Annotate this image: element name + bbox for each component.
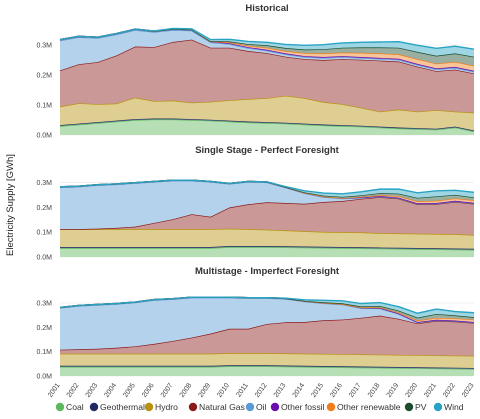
line-wind	[59, 27, 475, 50]
legend-marker-oil	[245, 402, 255, 412]
area-coal	[60, 247, 474, 257]
x-tick-label: 2023	[461, 382, 476, 399]
x-tick-label: 2022	[442, 382, 457, 399]
legend-marker-geothermal	[89, 402, 99, 412]
y-tick-label: 0.1M	[36, 230, 52, 237]
area-coal	[60, 119, 474, 135]
legend-label-geothermal: Geothermal	[100, 402, 145, 412]
legend-marker-other-fossil	[270, 402, 280, 412]
legend-marker-pv	[404, 402, 414, 412]
legend-label-other-renewable: Other renewable	[337, 402, 401, 412]
x-tick-label: 2007	[160, 382, 175, 399]
x-axis: 2001 2002 2003 2004 2005 2006 2007 2008 2009 2010…	[47, 382, 476, 399]
x-tick-label: 2012	[254, 382, 269, 399]
legend-marker-wind	[433, 402, 443, 412]
panel-title: Multistage - Imperfect Foresight	[195, 266, 340, 277]
y-tick-label: 0.3M	[36, 180, 52, 187]
area-other-renewable	[60, 29, 474, 71]
x-tick-label: 2006	[141, 382, 156, 399]
legend-label-wind: Wind	[444, 402, 464, 412]
y-tick-label: 0.3M	[36, 301, 52, 308]
line-wind	[59, 296, 475, 314]
legend-label-oil: Oil	[256, 402, 267, 412]
y-tick-label: 0.2M	[36, 205, 52, 212]
x-tick-label: 2017	[348, 382, 363, 399]
y-tick-label: 0.2M	[36, 325, 52, 332]
area-wind	[60, 180, 474, 198]
y-tick-label: 0.0M	[36, 374, 52, 381]
x-tick-label: 2020	[405, 382, 420, 399]
area-hydro	[60, 353, 474, 368]
legend-marker-other-renewable	[326, 402, 336, 412]
x-tick-label: 2011	[235, 382, 249, 398]
x-tick-label: 2001	[47, 382, 62, 399]
x-tick-label: 2018	[367, 382, 382, 399]
x-tick-label: 2002	[66, 382, 81, 399]
y-tick-label: 0.0M	[36, 133, 52, 140]
area-natural-gas	[60, 315, 474, 356]
x-tick-label: 2004	[103, 382, 118, 399]
y-axis-label: Electricity Supply [GWh]	[5, 154, 16, 256]
y-tick-label: 0.1M	[36, 349, 52, 356]
x-tick-label: 2013	[273, 382, 288, 399]
area-other-renewable	[60, 297, 474, 322]
panel-single-stage-perfect-foresight: Single Stage - Perfect Foresight 0.0M 0.1M…	[36, 145, 475, 262]
x-tick-label: 2016	[329, 382, 344, 399]
panel-multistage-imperfect-foresight: Multistage - Imperfect Foresight 0.0M 0.1M…	[36, 266, 475, 381]
x-tick-label: 2021	[423, 382, 438, 399]
y-tick-label: 0.2M	[36, 73, 52, 80]
y-tick-label: 0.1M	[36, 103, 52, 110]
area-oil	[60, 297, 474, 350]
x-tick-label: 2005	[122, 382, 137, 399]
legend-label-natural-gas: Natural Gas	[199, 402, 245, 412]
legend: Coal Geothermal Hydro Natural Gas Oil Other f…	[55, 402, 464, 412]
area-hydro	[60, 95, 474, 131]
panel-title: Historical	[245, 3, 288, 14]
panel-historical: Historical 0.0M 0.1M 0.2M 0.3M	[36, 3, 475, 140]
x-tick-label: 2010	[216, 382, 231, 399]
legend-label-pv: PV	[415, 402, 427, 412]
area-hydro	[60, 228, 474, 249]
legend-label-hydro: Hydro	[155, 402, 178, 412]
legend-marker-coal	[55, 402, 65, 412]
area-oil	[60, 30, 474, 74]
area-oil	[60, 180, 474, 230]
y-tick-label: 0.0M	[36, 255, 52, 262]
x-tick-label: 2008	[179, 382, 194, 399]
panel-title: Single Stage - Perfect Foresight	[195, 145, 339, 156]
legend-label-coal: Coal	[66, 402, 84, 412]
legend-marker-natural-gas	[188, 402, 198, 412]
x-tick-label: 2014	[292, 382, 307, 399]
legend-label-other-fossil: Other fossil	[281, 402, 325, 412]
line-wind	[59, 179, 475, 195]
area-coal	[60, 366, 474, 376]
x-tick-label: 2003	[85, 382, 100, 399]
area-pv	[60, 180, 474, 202]
area-wind	[60, 297, 474, 318]
legend-marker-hydro	[144, 402, 154, 412]
x-tick-label: 2015	[310, 382, 325, 399]
x-tick-label: 2019	[386, 382, 401, 399]
area-natural-gas	[60, 197, 474, 235]
area-natural-gas	[60, 39, 474, 113]
x-tick-label: 2009	[198, 382, 213, 399]
area-pv	[60, 29, 474, 66]
y-tick-label: 0.3M	[36, 43, 52, 50]
